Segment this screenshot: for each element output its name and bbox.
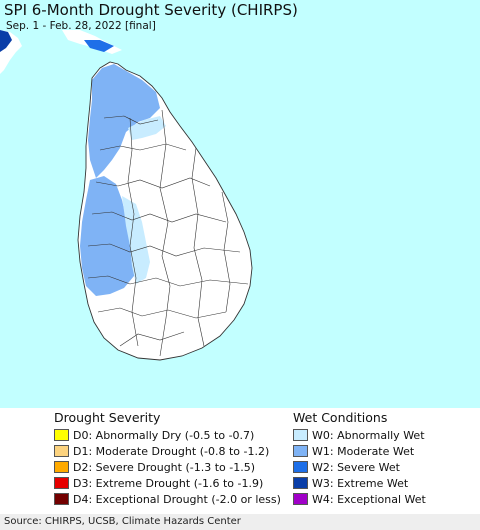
legend-item-d4: D4: Exceptional Drought (-2.0 or less) [54, 491, 281, 507]
swatch-d2 [54, 461, 69, 473]
legend-item-w3: W3: Extreme Wet [293, 475, 426, 491]
legend-label-d3: D3: Extreme Drought (-1.6 to -1.9) [73, 476, 264, 490]
district-boundaries [87, 109, 249, 357]
drought-legend: Drought Severity D0: Abnormally Dry (-0.… [54, 408, 281, 507]
severe-wet-patch [84, 40, 114, 52]
moderate-wet-north [88, 64, 160, 178]
legend-item-d1: D1: Moderate Drought (-0.8 to -1.2) [54, 443, 281, 459]
map-svg [0, 0, 480, 408]
legend-label-w4: W4: Exceptional Wet [312, 492, 426, 506]
map-area [0, 0, 480, 408]
island-outline [77, 61, 253, 361]
moderate-wet-west [80, 176, 140, 296]
legend-label-w2: W2: Severe Wet [312, 460, 400, 474]
drought-legend-heading: Drought Severity [54, 410, 161, 425]
legend-item-w0: W0: Abnormally Wet [293, 427, 426, 443]
swatch-d0 [54, 429, 69, 441]
swatch-d3 [54, 477, 69, 489]
extreme-wet-patch [0, 30, 12, 52]
swatch-d4 [54, 493, 69, 505]
source-credit: Source: CHIRPS, UCSB, Climate Hazards Ce… [4, 516, 241, 527]
legend-item-w1: W1: Moderate Wet [293, 443, 426, 459]
legend: Drought Severity D0: Abnormally Dry (-0.… [0, 408, 480, 514]
map-subtitle: Sep. 1 - Feb. 28, 2022 [final] [6, 20, 156, 32]
legend-label-d0: D0: Abnormally Dry (-0.5 to -0.7) [73, 428, 255, 442]
map-title: SPI 6-Month Drought Severity (CHIRPS) [4, 1, 298, 19]
swatch-d1 [54, 445, 69, 457]
legend-label-w3: W3: Extreme Wet [312, 476, 409, 490]
swatch-w3 [293, 477, 308, 489]
legend-item-w4: W4: Exceptional Wet [293, 491, 426, 507]
wet-legend-heading: Wet Conditions [293, 410, 388, 425]
swatch-w0 [293, 429, 308, 441]
abnormally-wet-north [128, 116, 166, 140]
swatch-w2 [293, 461, 308, 473]
sea-background [0, 0, 480, 408]
legend-label-w1: W1: Moderate Wet [312, 444, 415, 458]
legend-label-w0: W0: Abnormally Wet [312, 428, 425, 442]
swatch-w4 [293, 493, 308, 505]
footer: Source: CHIRPS, UCSB, Climate Hazards Ce… [0, 514, 480, 530]
legend-label-d2: D2: Severe Drought (-1.3 to -1.5) [73, 460, 256, 474]
abnormally-wet-west [122, 196, 150, 284]
legend-label-d1: D1: Moderate Drought (-0.8 to -1.2) [73, 444, 270, 458]
swatch-w1 [293, 445, 308, 457]
legend-label-d4: D4: Exceptional Drought (-2.0 or less) [73, 492, 281, 506]
wet-legend: Wet Conditions W0: Abnormally Wet W1: Mo… [293, 408, 426, 507]
legend-item-d0: D0: Abnormally Dry (-0.5 to -0.7) [54, 427, 281, 443]
legend-item-d3: D3: Extreme Drought (-1.6 to -1.9) [54, 475, 281, 491]
legend-item-w2: W2: Severe Wet [293, 459, 426, 475]
legend-item-d2: D2: Severe Drought (-1.3 to -1.5) [54, 459, 281, 475]
